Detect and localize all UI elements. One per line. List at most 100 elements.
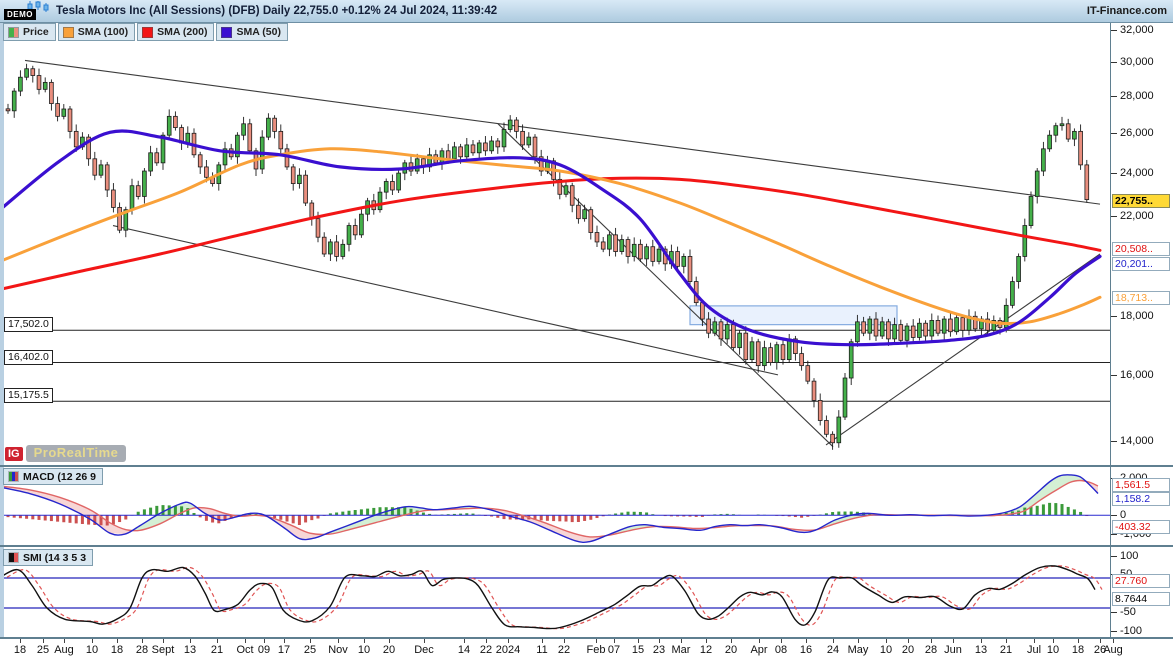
- candle-body: [1084, 164, 1090, 201]
- trendline[interactable]: [497, 123, 834, 448]
- trendline[interactable]: [24, 59, 1101, 205]
- brand-link[interactable]: IT-Finance.com: [1086, 5, 1167, 17]
- macd-histogram-bar: [421, 512, 425, 516]
- titlebar: DEMO Tesla Motors Inc (All Sessions) (DF…: [0, 0, 1173, 23]
- macd-histogram-bar: [211, 515, 215, 523]
- macd-histogram-bar: [496, 515, 500, 518]
- macd-histogram-bar: [533, 515, 537, 520]
- date-label: 26: [1093, 644, 1107, 656]
- date-tick: [389, 639, 390, 643]
- price-tick: [1111, 29, 1117, 31]
- date-tick: [564, 639, 565, 643]
- macd-plot[interactable]: [0, 467, 1110, 545]
- macd-histogram-bar: [87, 515, 91, 525]
- macd-icon: [8, 471, 19, 482]
- macd-histogram-bar: [545, 515, 549, 521]
- macd-histogram-bar: [1054, 503, 1058, 516]
- macd-histogram-bar: [12, 515, 16, 518]
- date-label: 10: [85, 644, 99, 656]
- candle-body: [452, 146, 457, 160]
- smi-tick-label: 100: [1120, 549, 1139, 562]
- smi-tick: [1111, 555, 1117, 557]
- date-tick: [464, 639, 465, 643]
- macd-histogram-bar: [669, 515, 673, 517]
- sma200-line: [0, 176, 1102, 291]
- macd-histogram-bar: [37, 515, 41, 520]
- macd-histogram-bar: [570, 515, 574, 523]
- candle-body: [142, 170, 147, 197]
- candle-body: [520, 130, 525, 146]
- panel-divider-1: [0, 465, 1173, 467]
- macd-histogram-bar: [198, 515, 202, 518]
- date-label: 25: [36, 644, 50, 656]
- date-tick: [264, 639, 265, 643]
- candle-body: [5, 108, 11, 112]
- macd-histogram-bar: [223, 515, 227, 521]
- date-tick: [163, 639, 164, 643]
- macd-histogram-bar: [62, 515, 66, 523]
- smi-label-chip[interactable]: SMI (14 3 5 3: [3, 549, 94, 566]
- trendline[interactable]: [112, 225, 779, 376]
- date-tick: [706, 639, 707, 643]
- candle-body: [656, 248, 662, 262]
- candle-body: [1022, 225, 1028, 257]
- date-axis[interactable]: 18 25 Aug 10 18 28 Sept 13 21 Oct 09 17 25 Nov 10 20 Dec…: [0, 639, 1173, 660]
- macd-histogram-bar: [539, 515, 543, 521]
- date-tick: [20, 639, 21, 643]
- candle-body: [30, 68, 36, 76]
- date-tick: [542, 639, 543, 643]
- date-label: 13: [974, 644, 988, 656]
- macd-histogram-bar: [124, 515, 128, 520]
- legend-chip-sma-200-[interactable]: SMA (200): [137, 23, 215, 41]
- date-label: Mar: [671, 644, 691, 656]
- smi-tick: [1111, 611, 1117, 613]
- price-tick: [1111, 62, 1117, 64]
- macd-histogram-bar: [1066, 506, 1070, 516]
- macd-histogram-bar: [285, 515, 289, 522]
- candle-body: [576, 204, 581, 220]
- candle-body: [712, 321, 718, 334]
- smi-line: [0, 565, 1096, 630]
- macd-histogram-bar: [849, 511, 853, 516]
- macd-histogram-bar: [6, 515, 10, 518]
- left-margin: [0, 23, 4, 638]
- macd-label-chip[interactable]: MACD (12 26 9: [3, 468, 103, 485]
- price-tick-label: 28,000: [1120, 90, 1154, 103]
- smi-plot[interactable]: [0, 547, 1110, 638]
- candle-body: [439, 150, 445, 164]
- legend-chip-sma-100-[interactable]: SMA (100): [57, 23, 136, 41]
- price-tick-label: 14,000: [1120, 435, 1154, 448]
- candle-body: [11, 90, 17, 112]
- date-tick: [614, 639, 615, 643]
- candle-body: [377, 191, 383, 211]
- date-tick: [953, 639, 954, 643]
- candle-body: [123, 209, 129, 231]
- macd-histogram-bar: [651, 514, 655, 516]
- candle-body: [855, 321, 860, 343]
- candle-body: [582, 209, 587, 220]
- macd-histogram-bar: [366, 508, 370, 516]
- legend-chip-price[interactable]: Price: [3, 23, 56, 41]
- macd-histogram-bar: [843, 511, 847, 516]
- candle-body: [24, 68, 29, 78]
- date-label: 24: [826, 644, 840, 656]
- sma-color-icon: [142, 26, 154, 38]
- price-chart-plot[interactable]: [0, 23, 1110, 465]
- macd-histogram-bar: [552, 515, 556, 522]
- candle-body: [111, 189, 116, 208]
- date-tick: [364, 639, 365, 643]
- macd-histogram-bar: [31, 515, 35, 520]
- candle-body: [625, 239, 631, 257]
- date-label: 10: [1046, 644, 1060, 656]
- date-label: 20: [724, 644, 738, 656]
- trendline[interactable]: [825, 253, 1101, 446]
- price-tick: [1111, 316, 1117, 318]
- macd-histogram-bar: [490, 515, 494, 517]
- candle-body: [1016, 256, 1021, 282]
- date-tick: [217, 639, 218, 643]
- candle-body: [706, 318, 711, 334]
- macd-value-label: 1,561.5: [1112, 477, 1170, 492]
- candle-body: [898, 324, 904, 341]
- legend-chip-sma-50-[interactable]: SMA (50): [216, 23, 288, 41]
- candle-body: [197, 154, 203, 168]
